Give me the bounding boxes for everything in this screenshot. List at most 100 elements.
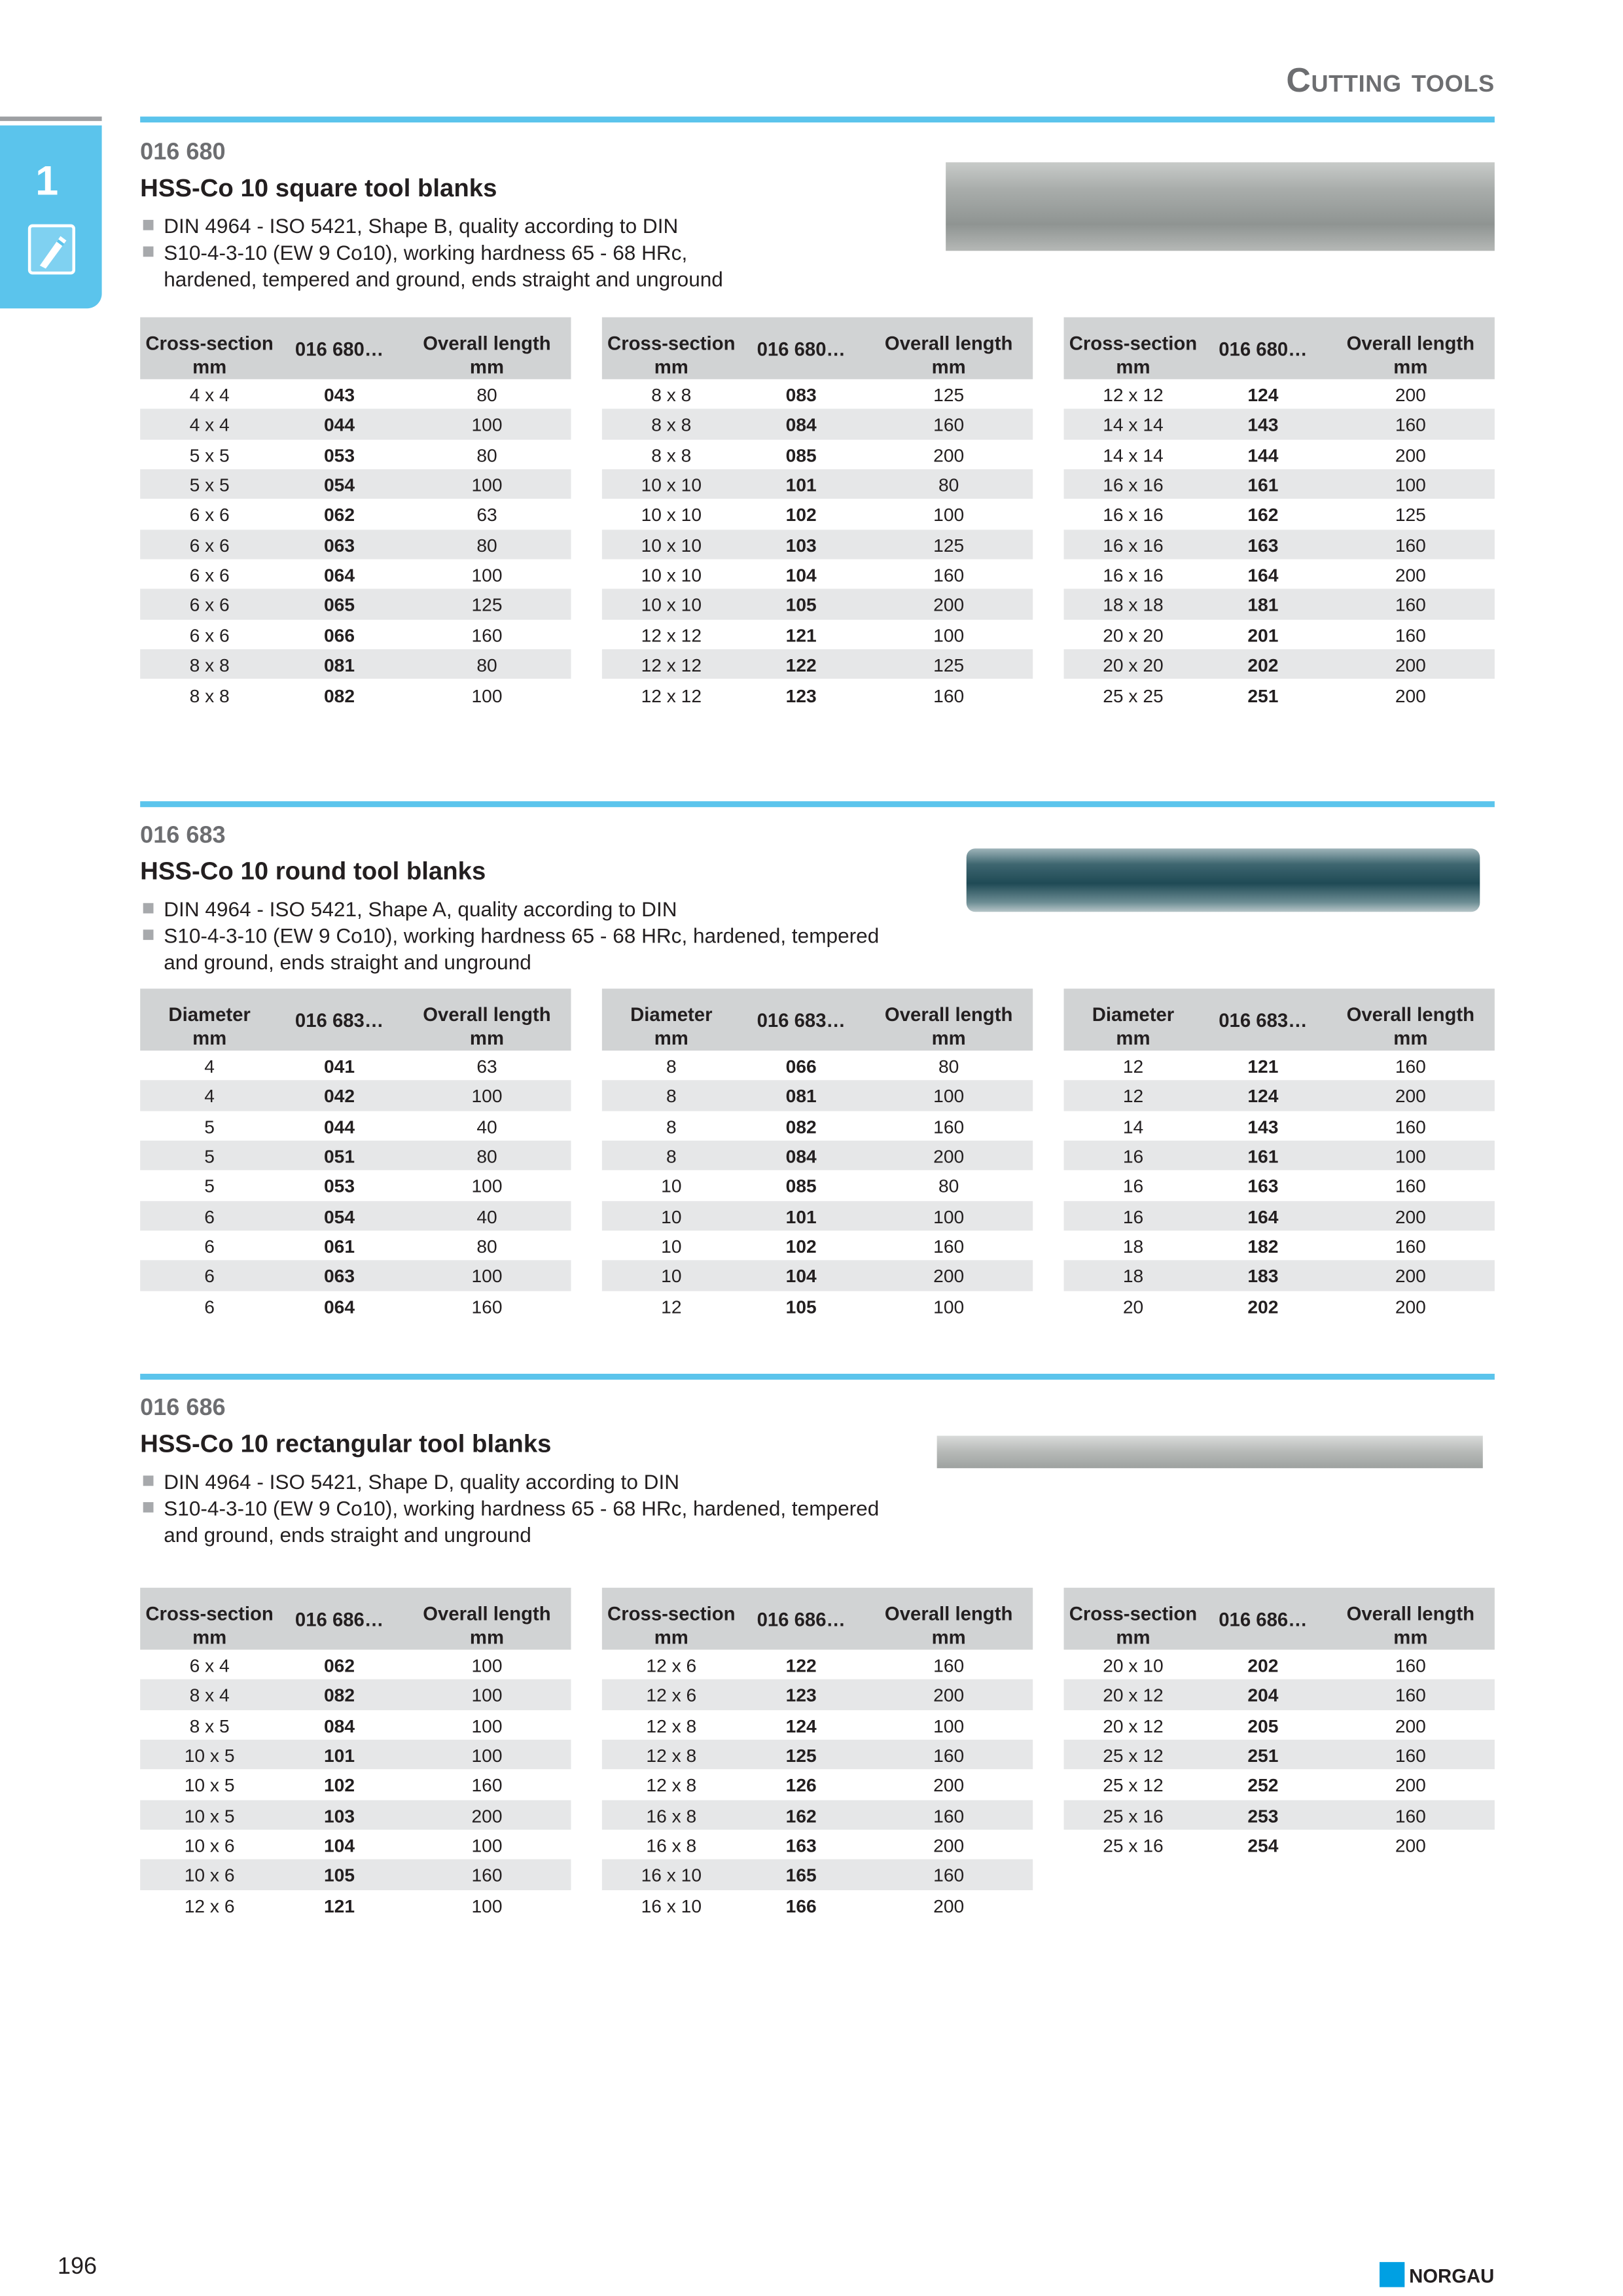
table-cell: 085: [785, 1176, 817, 1198]
bullet-text: DIN 4964 - ISO 5421, Shape A, quality ac…: [164, 897, 677, 921]
table-row-bg: [1063, 1261, 1495, 1291]
table-cell: 4 x 4: [189, 415, 230, 436]
table-cell: 12 x 12: [641, 655, 702, 676]
table-cell: 201: [1247, 625, 1279, 647]
table-header-text: mm: [931, 1626, 966, 1649]
table-cell: 20 x 10: [1103, 1655, 1164, 1677]
table-header-text: Overall length: [423, 1602, 551, 1625]
table-cell: 8 x 8: [651, 385, 692, 406]
table-cell: 204: [1247, 1685, 1279, 1706]
table-cell: 6 x 6: [189, 505, 230, 526]
table-header-text: mm: [654, 1027, 688, 1049]
table-cell: 18 x 18: [1103, 595, 1164, 617]
table-row-bg: [140, 1261, 571, 1291]
table-cell: 160: [1395, 1805, 1426, 1827]
table-cell: 10 x 10: [641, 475, 702, 496]
table-cell: 160: [933, 1805, 965, 1827]
table-cell: 200: [933, 445, 965, 466]
table-cell: 161: [1247, 475, 1279, 496]
table-cell: 202: [1247, 1297, 1279, 1318]
table-row-bg: [140, 1081, 571, 1111]
bullet-marker: [143, 246, 154, 257]
table-cell: 6 x 6: [189, 625, 230, 647]
table-cell: 125: [785, 1746, 817, 1767]
table-cell: 8 x 8: [189, 655, 230, 676]
table-row-bg: [1063, 1140, 1495, 1171]
table-cell: 121: [785, 625, 817, 647]
table-cell: 5: [204, 1146, 215, 1168]
section-rule: [140, 801, 1495, 808]
table-header-text: mm: [192, 355, 227, 378]
brand-logo-mark: [1379, 2262, 1405, 2287]
table-cell: 044: [324, 415, 355, 436]
bullet-marker: [143, 219, 154, 230]
table-cell: 081: [785, 1086, 817, 1107]
table-row-bg: [1063, 589, 1495, 620]
table-cell: 063: [324, 535, 355, 556]
table-cell: 160: [1395, 625, 1426, 647]
table-cell: 063: [324, 1266, 355, 1287]
table-cell: 102: [324, 1776, 355, 1797]
table-header-text: Cross-section: [145, 332, 274, 355]
table-cell: 160: [933, 1746, 965, 1767]
table-cell: 14: [1122, 1116, 1144, 1138]
table-cell: 4: [204, 1086, 215, 1107]
chapter-tab: [0, 125, 102, 309]
table-cell: 200: [1395, 565, 1426, 586]
table-cell: 054: [324, 1206, 355, 1228]
table-cell: 160: [933, 565, 965, 586]
table-cell: 160: [471, 1297, 503, 1318]
section-code: 016 683: [140, 823, 226, 849]
table-cell: 16: [1122, 1206, 1144, 1228]
table-cell: 121: [324, 1895, 355, 1917]
table-cell: 166: [785, 1895, 817, 1917]
table-cell: 082: [785, 1116, 817, 1138]
bullet-marker: [143, 1502, 154, 1513]
table-cell: 8 x 8: [189, 685, 230, 706]
table-cell: 105: [785, 1297, 817, 1318]
bullet-text: S10-4-3-10 (EW 9 Co10), working hardness…: [164, 240, 688, 264]
table-row-bg: [601, 1140, 1033, 1171]
bullet-text: DIN 4964 - ISO 5421, Shape B, quality ac…: [164, 213, 679, 238]
table-cell: 100: [471, 685, 503, 706]
table-cell: 125: [933, 385, 965, 406]
table-cell: 182: [1247, 1236, 1279, 1258]
table-row-bg: [140, 1679, 571, 1710]
section-title: HSS-Co 10 rectangular tool blanks: [140, 1429, 552, 1458]
table-cell: 25 x 12: [1103, 1746, 1164, 1767]
table-cell: 8: [666, 1116, 677, 1138]
table-cell: 10 x 5: [184, 1746, 235, 1767]
table-row-bg: [140, 649, 571, 680]
table-header-text: 016 683…: [757, 1009, 846, 1031]
table-cell: 183: [1247, 1266, 1279, 1287]
table-cell: 10: [661, 1206, 682, 1228]
table-cell: 254: [1247, 1835, 1279, 1857]
table-cell: 100: [471, 1266, 503, 1287]
table-cell: 40: [476, 1116, 497, 1138]
table-cell: 200: [1395, 1835, 1426, 1857]
table-cell: 200: [933, 1146, 965, 1168]
table-cell: 16 x 16: [1103, 475, 1164, 496]
table-cell: 5: [204, 1176, 215, 1198]
table-cell: 160: [1395, 1176, 1426, 1198]
table-cell: 200: [1395, 1297, 1426, 1318]
table-cell: 10 x 5: [184, 1805, 235, 1827]
table-row-bg: [601, 649, 1033, 680]
table-row-bg: [1063, 409, 1495, 440]
table-cell: 80: [476, 535, 497, 556]
table-cell: 044: [324, 1116, 355, 1138]
table-header-text: mm: [1393, 1626, 1428, 1649]
table-cell: 160: [1395, 1116, 1426, 1138]
table-cell: 124: [1247, 1086, 1279, 1107]
table-cell: 160: [1395, 415, 1426, 436]
table-cell: 14 x 14: [1103, 415, 1164, 436]
table-cell: 5 x 5: [189, 445, 230, 466]
table-cell: 165: [785, 1865, 817, 1887]
section-code: 016 686: [140, 1395, 226, 1422]
table-cell: 200: [1395, 385, 1426, 406]
table-row-bg: [601, 1740, 1033, 1770]
table-header-text: mm: [469, 1027, 505, 1049]
table-cell: 8: [666, 1086, 677, 1107]
table-cell: 143: [1247, 415, 1279, 436]
table-cell: 200: [1395, 445, 1426, 466]
